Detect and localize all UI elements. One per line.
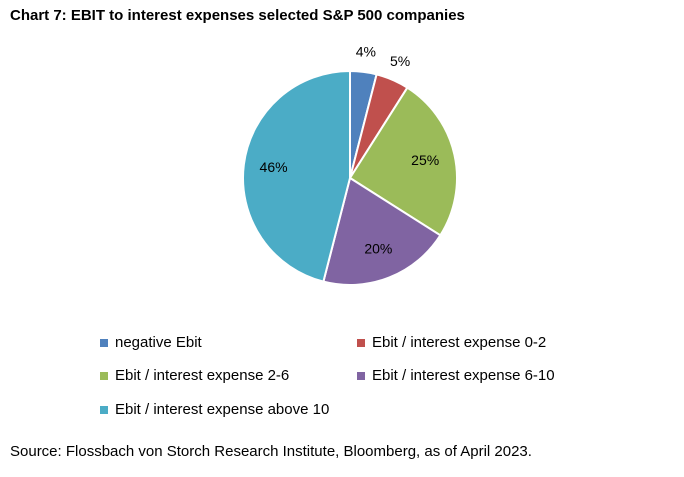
pie-slices [242,69,458,286]
slice-label-1: 4% [356,43,376,59]
legend-item-interest-0-2: Ebit / interest expense 0-2 [357,334,546,351]
pie-slice-4 [322,176,442,286]
slice-label-5: 46% [260,159,288,175]
legend-label: Ebit / interest expense above 10 [115,401,330,418]
legend-label: Ebit / interest expense 2-6 [115,367,290,384]
slice-label-3: 25% [411,152,439,168]
legend-item-interest-2-6: Ebit / interest expense 2-6 [100,367,289,384]
pie-slice-3 [348,86,458,237]
legend-swatch [100,405,108,414]
slice-label-2: 5% [390,53,410,69]
chart-title: Chart 7: EBIT to interest expenses selec… [10,7,465,24]
legend-swatch [100,338,108,347]
legend-swatch [100,371,108,380]
pie-labels: 4% 5% 25% 20% 46% [260,43,440,256]
legend-label: negative Ebit [115,334,202,351]
source-note: Source: Flossbach von Storch Research In… [10,443,532,460]
pie-chart: 4% 5% 25% 20% 46% [242,43,458,286]
legend-item-interest-above-10: Ebit / interest expense above 10 [100,401,329,418]
legend-label: Ebit / interest expense 6-10 [372,367,555,384]
pie-slice-5 [242,69,351,283]
legend-swatch [357,338,365,347]
legend-swatch [357,371,365,380]
legend-item-negative-ebit: negative Ebit [100,334,202,351]
legend-item-interest-6-10: Ebit / interest expense 6-10 [357,367,555,384]
legend-label: Ebit / interest expense 0-2 [372,334,547,351]
slice-label-4: 20% [364,240,392,256]
